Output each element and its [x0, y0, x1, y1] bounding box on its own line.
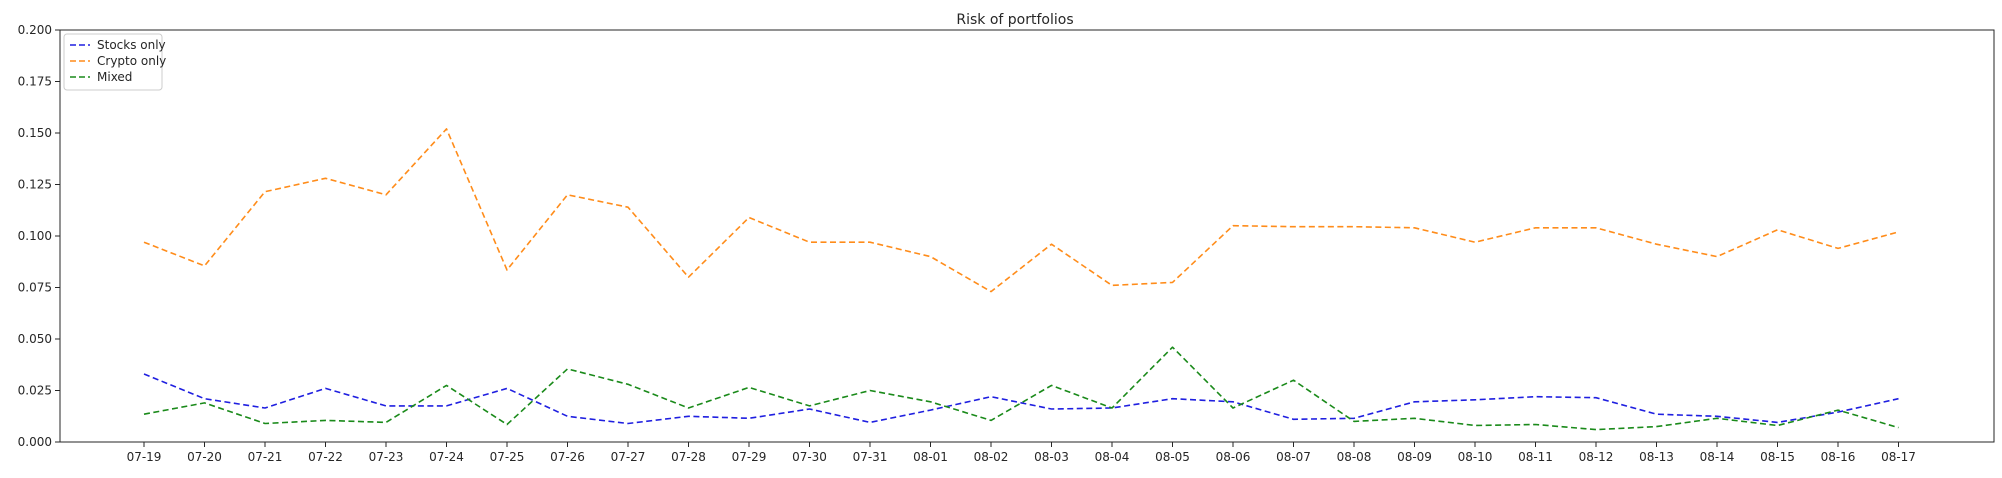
- legend-box: [63, 33, 163, 91]
- x-tick-label: 07-29: [732, 450, 767, 464]
- x-tick-label: 08-16: [1821, 450, 1856, 464]
- y-axis: 0.000 0.025 0.050 0.075 0.100 0.125 0.150 0.175…: [18, 23, 60, 449]
- plot-area-frame: [59, 29, 1995, 443]
- x-tick-label: 08-02: [974, 450, 1009, 464]
- x-tick-label: 08-03: [1034, 450, 1069, 464]
- x-tick-label: 07-30: [792, 450, 827, 464]
- x-tick-label: 08-09: [1397, 450, 1432, 464]
- x-tick-label: 08-07: [1276, 450, 1311, 464]
- x-tick-label: 07-26: [550, 450, 585, 464]
- y-tick-label: 0.150: [18, 126, 52, 140]
- x-tick-label: 07-20: [187, 450, 222, 464]
- y-tick-label: 0.025: [18, 384, 52, 398]
- y-tick-label: 0.125: [18, 178, 52, 192]
- series-line-mixed: [143, 346, 1899, 431]
- series-line-crypto-only: [143, 128, 1899, 293]
- x-tick-label: 08-17: [1881, 450, 1916, 464]
- legend: Stocks only Crypto only Mixed: [63, 33, 166, 91]
- x-tick-label: 08-04: [1095, 450, 1130, 464]
- x-tick-label: 08-05: [1155, 450, 1190, 464]
- x-tick-label: 08-12: [1579, 450, 1614, 464]
- x-tick-label: 07-23: [369, 450, 404, 464]
- x-tick-label: 08-14: [1700, 450, 1735, 464]
- x-tick-label: 08-01: [913, 450, 948, 464]
- legend-label-mixed: Mixed: [97, 70, 132, 84]
- x-tick-label: 07-25: [490, 450, 525, 464]
- x-tick-label: 07-24: [429, 450, 464, 464]
- x-axis: 07-19 07-20 07-21 07-22 07-23 07-24 07-25 07-26…: [127, 442, 1916, 464]
- y-tick-label: 0.100: [18, 229, 52, 243]
- x-tick-label: 07-22: [308, 450, 343, 464]
- legend-label-stocks-only: Stocks only: [97, 38, 166, 52]
- legend-label-crypto-only: Crypto only: [97, 54, 166, 68]
- series-layer: [143, 128, 1899, 431]
- y-tick-label: 0.050: [18, 332, 52, 346]
- x-tick-label: 08-08: [1337, 450, 1372, 464]
- y-tick-label: 0.200: [18, 23, 52, 37]
- x-tick-label: 08-10: [1458, 450, 1493, 464]
- chart-title: Risk of portfolios: [956, 12, 1073, 28]
- x-tick-label: 08-11: [1518, 450, 1553, 464]
- x-tick-label: 07-21: [248, 450, 283, 464]
- x-tick-label: 08-13: [1639, 450, 1674, 464]
- x-tick-label: 08-06: [1216, 450, 1251, 464]
- series-line-stocks-only: [143, 373, 1899, 425]
- y-tick-label: 0.000: [18, 435, 52, 449]
- x-tick-label: 07-27: [611, 450, 646, 464]
- y-tick-label: 0.175: [18, 75, 52, 89]
- y-tick-label: 0.075: [18, 281, 52, 295]
- x-tick-label: 07-28: [671, 450, 706, 464]
- x-tick-label: 07-19: [127, 450, 162, 464]
- x-tick-label: 08-15: [1760, 450, 1795, 464]
- x-tick-label: 07-31: [853, 450, 888, 464]
